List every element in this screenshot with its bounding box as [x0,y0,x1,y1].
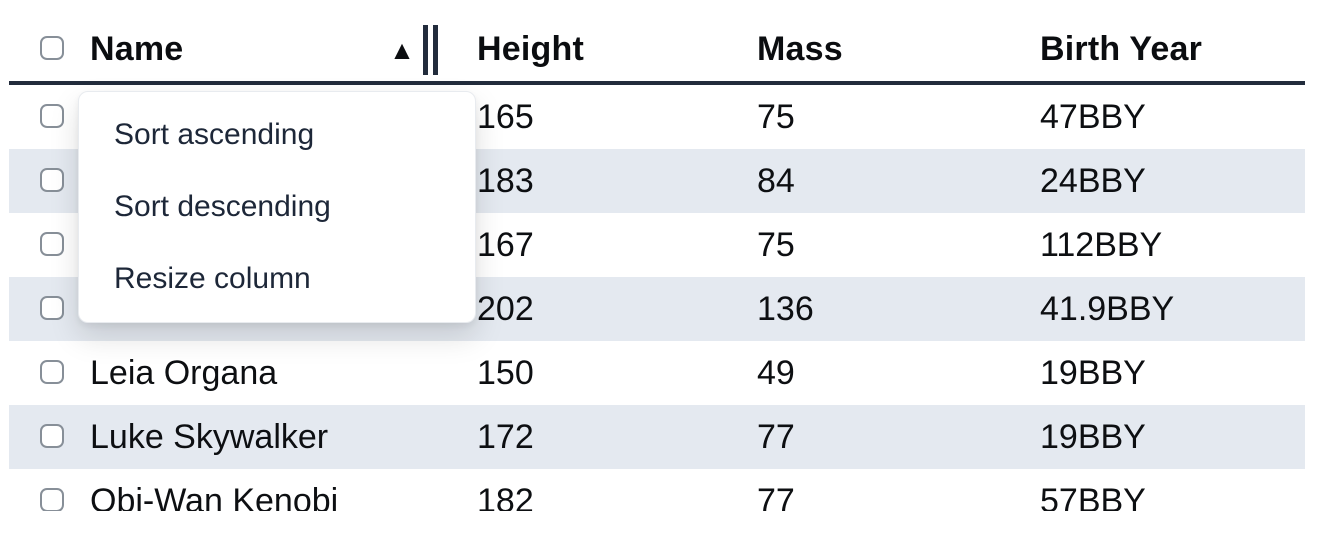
cell-height: 172 [477,417,534,456]
cell-birth-year: 19BBY [1040,417,1146,456]
cell-height: 182 [477,481,534,512]
table-header-row: Name ▲ Height Mass Birth Year [9,0,1305,85]
column-resize-handle-icon[interactable] [423,24,438,75]
table-row[interactable]: Leia Organa 150 49 19BBY [9,341,1305,405]
cell-mass: 75 [757,225,795,264]
cell-height: 202 [477,289,534,328]
cell-birth-year: 57BBY [1040,481,1146,512]
cell-birth-year: 19BBY [1040,353,1146,392]
column-menu: Sort ascending Sort descending Resize co… [78,91,476,323]
cell-mass: 136 [757,289,814,328]
cell-mass: 75 [757,97,795,136]
table-row[interactable]: Obi-Wan Kenobi 182 77 57BBY [9,469,1305,511]
row-checkbox[interactable] [40,231,64,256]
row-checkbox[interactable] [40,487,64,511]
menu-item-sort-descending[interactable]: Sort descending [114,190,331,223]
cell-mass: 77 [757,481,795,512]
row-checkbox[interactable] [40,103,64,128]
cell-name: Luke Skywalker [90,417,329,456]
cell-name: Leia Organa [90,353,278,392]
select-all-checkbox[interactable] [40,36,64,60]
cell-name: Obi-Wan Kenobi [90,481,339,512]
sort-ascending-icon: ▲ [389,34,415,65]
row-checkbox[interactable] [40,167,64,192]
row-checkbox[interactable] [40,359,64,384]
cell-height: 183 [477,161,534,200]
resize-bar-right [433,24,438,75]
cell-birth-year: 47BBY [1040,97,1146,136]
cell-height: 150 [477,353,534,392]
cell-height: 165 [477,97,534,136]
column-header-name-label: Name [90,30,184,68]
cell-mass: 49 [757,353,795,392]
column-header-height[interactable]: Height [477,30,584,68]
cell-birth-year: 24BBY [1040,161,1146,200]
menu-item-sort-ascending[interactable]: Sort ascending [114,118,315,151]
select-all-cell [9,30,75,69]
cell-birth-year: 112BBY [1040,225,1163,264]
cell-birth-year: 41.9BBY [1040,289,1175,328]
resize-bar-left [423,24,428,75]
menu-item-resize-column[interactable]: Resize column [114,262,311,295]
row-checkbox[interactable] [40,295,64,320]
cell-mass: 77 [757,417,795,456]
table-viewport: Name ▲ Height Mass Birth Year 165 75 47B… [9,0,1305,511]
cell-mass: 84 [757,161,795,200]
column-header-mass[interactable]: Mass [757,30,843,68]
column-header-birth-year[interactable]: Birth Year [1040,30,1203,68]
column-header-name[interactable]: Name ▲ [75,18,449,81]
row-checkbox[interactable] [40,423,64,448]
table-row[interactable]: Luke Skywalker 172 77 19BBY [9,405,1305,469]
cell-height: 167 [477,225,534,264]
